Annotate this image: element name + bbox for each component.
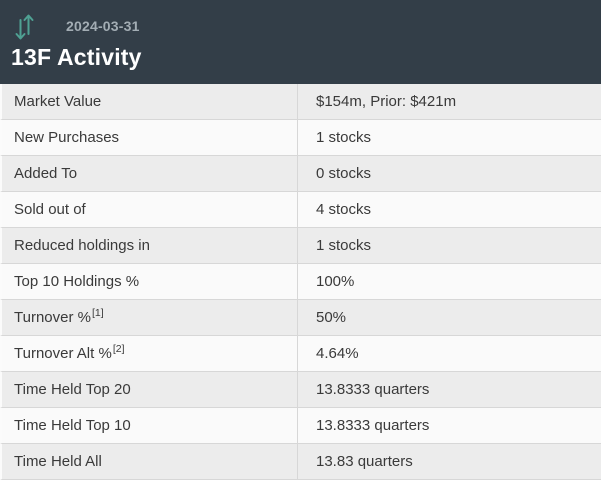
row-value: 13.8333 quarters xyxy=(316,417,430,434)
table-row: Time Held Top 20 13.8333 quarters xyxy=(0,372,601,408)
table-row: Sold out of 4 stocks xyxy=(0,192,601,228)
row-label: Turnover % [1] xyxy=(2,300,298,335)
row-label-text: Sold out of xyxy=(14,201,86,218)
row-label-text: New Purchases xyxy=(14,129,120,146)
table-row: Market Value $154m, Prior: $421m xyxy=(0,84,601,120)
row-label-text: Time Held Top 10 xyxy=(14,417,131,434)
row-value: 13.8333 quarters xyxy=(316,381,430,398)
widget-header: 2024-03-31 13F Activity xyxy=(0,0,601,84)
table-row: Reduced holdings in 1 stocks xyxy=(0,228,601,264)
table-row: Time Held Top 10 13.8333 quarters xyxy=(0,408,601,444)
row-label: New Purchases xyxy=(2,120,298,155)
activity-table: Market Value $154m, Prior: $421m New Pur… xyxy=(0,84,601,480)
row-label: Time Held All xyxy=(2,444,298,479)
row-label: Sold out of xyxy=(2,192,298,227)
table-row: Turnover Alt % [2] 4.64% xyxy=(0,336,601,372)
table-row: Turnover % [1] 50% xyxy=(0,300,601,336)
row-value: 13.83 quarters xyxy=(316,453,413,470)
row-label-text: Added To xyxy=(14,165,78,182)
swap-vertical-icon xyxy=(15,12,35,42)
row-value: 100% xyxy=(316,273,355,290)
report-date: 2024-03-31 xyxy=(66,18,140,34)
row-label: Added To xyxy=(2,156,298,191)
row-value: 4.64% xyxy=(316,345,359,362)
row-label-text: Time Held All xyxy=(14,453,102,470)
row-value: 1 stocks xyxy=(316,237,372,254)
row-label-text: Turnover Alt % xyxy=(14,345,112,362)
table-row: Top 10 Holdings % 100% xyxy=(0,264,601,300)
row-label: Market Value xyxy=(2,84,298,119)
row-label: Turnover Alt % [2] xyxy=(2,336,298,371)
table-row: New Purchases 1 stocks xyxy=(0,120,601,156)
row-label-text: Turnover % xyxy=(14,309,91,326)
table-row: Added To 0 stocks xyxy=(0,156,601,192)
row-label-text: Top 10 Holdings % xyxy=(14,273,140,290)
row-label-text: Market Value xyxy=(14,93,102,110)
row-label: Reduced holdings in xyxy=(2,228,298,263)
row-value: 0 stocks xyxy=(316,165,372,182)
row-value: 4 stocks xyxy=(316,201,372,218)
row-label: Top 10 Holdings % xyxy=(2,264,298,299)
page-title: 13F Activity xyxy=(11,44,142,70)
row-value: $154m, Prior: $421m xyxy=(316,93,457,110)
row-label-text: Time Held Top 20 xyxy=(14,381,131,398)
table-row: Time Held All 13.83 quarters xyxy=(0,444,601,480)
row-label: Time Held Top 10 xyxy=(2,408,298,443)
row-value: 1 stocks xyxy=(316,129,372,146)
row-label-text: Reduced holdings in xyxy=(14,237,150,254)
row-label: Time Held Top 20 xyxy=(2,372,298,407)
row-value: 50% xyxy=(316,309,347,326)
